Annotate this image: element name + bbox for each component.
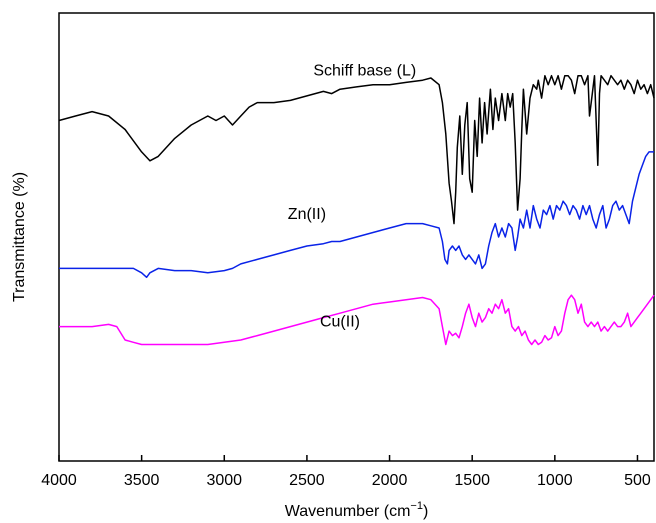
y-axis-title: Transmittance (%) — [11, 172, 28, 302]
series-line-2 — [59, 294, 655, 346]
series-label-0: Schiff base (L) — [313, 63, 416, 80]
x-tick-label: 2000 — [372, 472, 408, 489]
series-layer — [58, 74, 655, 346]
series-label-2: Cu(II) — [320, 314, 360, 331]
series-label-layer: Schiff base (L) Zn(II) Cu(II) — [288, 63, 416, 331]
x-tick-label: 1000 — [537, 472, 573, 489]
x-tick-label: 4000 — [41, 472, 77, 489]
x-tick-label: 3500 — [124, 472, 160, 489]
x-tick-label: 500 — [624, 472, 651, 489]
x-tick-label: 2500 — [289, 472, 325, 489]
x-axis-title: Wavenumber (cm−1) — [285, 500, 429, 520]
x-axis-title-superscript: −1 — [410, 500, 423, 512]
x-axis-ticks: 4000 3500 3000 2500 2000 1500 1000 500 — [41, 455, 651, 489]
x-tick-label: 1500 — [454, 472, 490, 489]
x-tick-label: 3000 — [206, 472, 242, 489]
plot-frame — [58, 12, 655, 462]
series-line-1 — [59, 151, 654, 279]
series-label-1: Zn(II) — [288, 206, 326, 223]
series-line-0 — [58, 74, 655, 225]
